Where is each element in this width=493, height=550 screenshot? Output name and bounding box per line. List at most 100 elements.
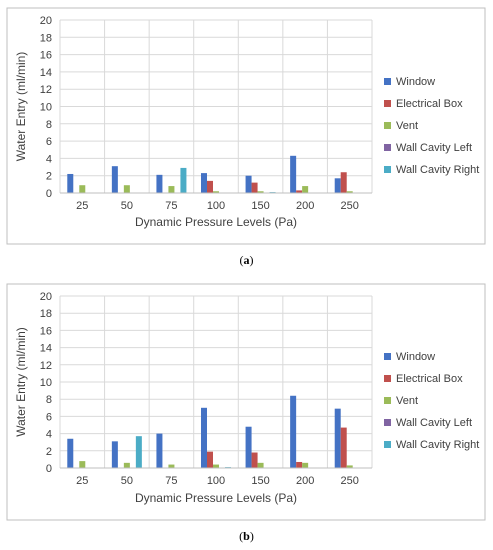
bar-window <box>334 408 341 468</box>
x-tick-label: 250 <box>341 200 359 212</box>
legend-label: Window <box>396 351 435 363</box>
legend-label: Window <box>396 76 435 88</box>
y-tick-label: 0 <box>46 188 52 200</box>
bar-wall-cavity-right <box>180 167 187 193</box>
y-tick-label: 8 <box>46 394 52 406</box>
bar-vent <box>213 464 219 468</box>
chart-frame <box>6 7 486 245</box>
x-tick-label: 25 <box>76 200 88 212</box>
y-axis-label: Water Entry (ml/min) <box>14 327 28 437</box>
x-axis-label: Dynamic Pressure Levels (Pa) <box>135 215 297 229</box>
legend-label: Wall Cavity Left <box>396 417 472 429</box>
x-tick-label: 150 <box>251 200 269 212</box>
y-tick-label: 20 <box>40 15 52 27</box>
x-tick-label: 200 <box>296 475 314 487</box>
bar-vent <box>168 464 175 468</box>
legend-swatch <box>384 166 391 173</box>
bar-electrical-box <box>207 180 213 193</box>
bar-vent <box>123 185 130 193</box>
bar-electrical-box <box>340 172 347 193</box>
x-tick-label: 25 <box>76 475 88 487</box>
bar-vent <box>79 461 86 468</box>
bar-window <box>334 178 341 193</box>
bar-vent <box>302 186 309 193</box>
x-tick-label: 100 <box>207 200 225 212</box>
y-tick-label: 4 <box>46 429 52 441</box>
x-tick-label: 200 <box>296 200 314 212</box>
legend-swatch <box>384 419 391 426</box>
x-tick-label: 250 <box>341 475 359 487</box>
y-tick-label: 2 <box>46 446 52 458</box>
legend-label: Vent <box>396 395 418 407</box>
chart-panel-a: 0 2 4 6 8 10 12 14 16 18 20 25 50 75 100 150 200 250 Dynam… <box>6 7 486 267</box>
y-tick-label: 2 <box>46 171 52 183</box>
bar-electrical-box <box>340 427 347 468</box>
x-tick-label: 50 <box>121 475 133 487</box>
y-tick-label: 12 <box>40 360 52 372</box>
bar-window <box>201 173 207 193</box>
bar-electrical-box <box>296 461 303 468</box>
bar-window <box>201 407 207 468</box>
legend-label: Wall Cavity Left <box>396 142 472 154</box>
bar-window <box>67 438 74 468</box>
bar-window <box>290 395 297 468</box>
bar-electrical-box <box>207 451 213 468</box>
bar-vent <box>213 191 219 193</box>
bars <box>67 155 353 193</box>
y-tick-label: 16 <box>40 50 52 62</box>
bars <box>67 395 353 468</box>
x-tick-label: 150 <box>251 475 269 487</box>
bar-window <box>245 426 252 468</box>
bar-window <box>156 433 163 468</box>
x-tick-label: 100 <box>207 475 225 487</box>
y-tick-label: 14 <box>40 67 52 79</box>
bar-window <box>156 174 163 193</box>
legend-swatch <box>384 397 391 404</box>
legend-label: Electrical Box <box>396 373 463 385</box>
bar-electrical-box <box>251 452 258 468</box>
legend: Window Electrical Box Vent Wall Cavity Left… <box>384 76 479 176</box>
bar-vent <box>302 462 309 468</box>
y-tick-label: 20 <box>40 291 52 303</box>
panel-caption: (b) <box>239 529 254 543</box>
panel-caption: (a) <box>240 253 254 267</box>
legend-label: Electrical Box <box>396 98 463 110</box>
bar-window <box>290 155 297 193</box>
y-tick-label: 18 <box>40 308 52 320</box>
bar-window <box>245 175 252 193</box>
chart-panel-b: 0 2 4 6 8 10 12 14 16 18 20 25 50 75 100 150 200 250 Dynam… <box>6 283 486 543</box>
legend-swatch <box>384 78 391 85</box>
y-tick-label: 0 <box>46 463 52 475</box>
bar-vent <box>346 465 353 468</box>
bar-vent <box>79 185 86 193</box>
bar-wall-cavity-right <box>135 436 142 468</box>
y-tick-label: 18 <box>40 32 52 44</box>
y-tick-label: 4 <box>46 153 52 165</box>
panel-caption-letter: a <box>244 253 250 267</box>
legend-label: Wall Cavity Right <box>396 164 479 176</box>
bar-window <box>111 166 118 193</box>
legend-label: Vent <box>396 120 418 132</box>
y-tick-label: 12 <box>40 84 52 96</box>
bar-vent <box>346 191 353 193</box>
y-tick-label: 10 <box>40 102 52 114</box>
bar-window <box>111 441 118 468</box>
legend-swatch <box>384 375 391 382</box>
y-tick-label: 14 <box>40 343 52 355</box>
bar-vent <box>168 186 175 193</box>
bar-electrical-box <box>296 190 303 193</box>
bar-electrical-box <box>251 182 258 193</box>
y-tick-label: 8 <box>46 119 52 131</box>
chart-frame <box>6 283 486 521</box>
bar-vent <box>123 462 130 468</box>
bar-vent <box>257 462 264 468</box>
legend-swatch <box>384 100 391 107</box>
x-tick-label: 75 <box>165 200 177 212</box>
bar-window <box>67 173 74 193</box>
panel-caption-letter: b <box>243 529 250 543</box>
y-tick-label: 16 <box>40 325 52 337</box>
x-tick-label: 50 <box>121 200 133 212</box>
y-tick-label: 10 <box>40 377 52 389</box>
legend-label: Wall Cavity Right <box>396 439 479 451</box>
